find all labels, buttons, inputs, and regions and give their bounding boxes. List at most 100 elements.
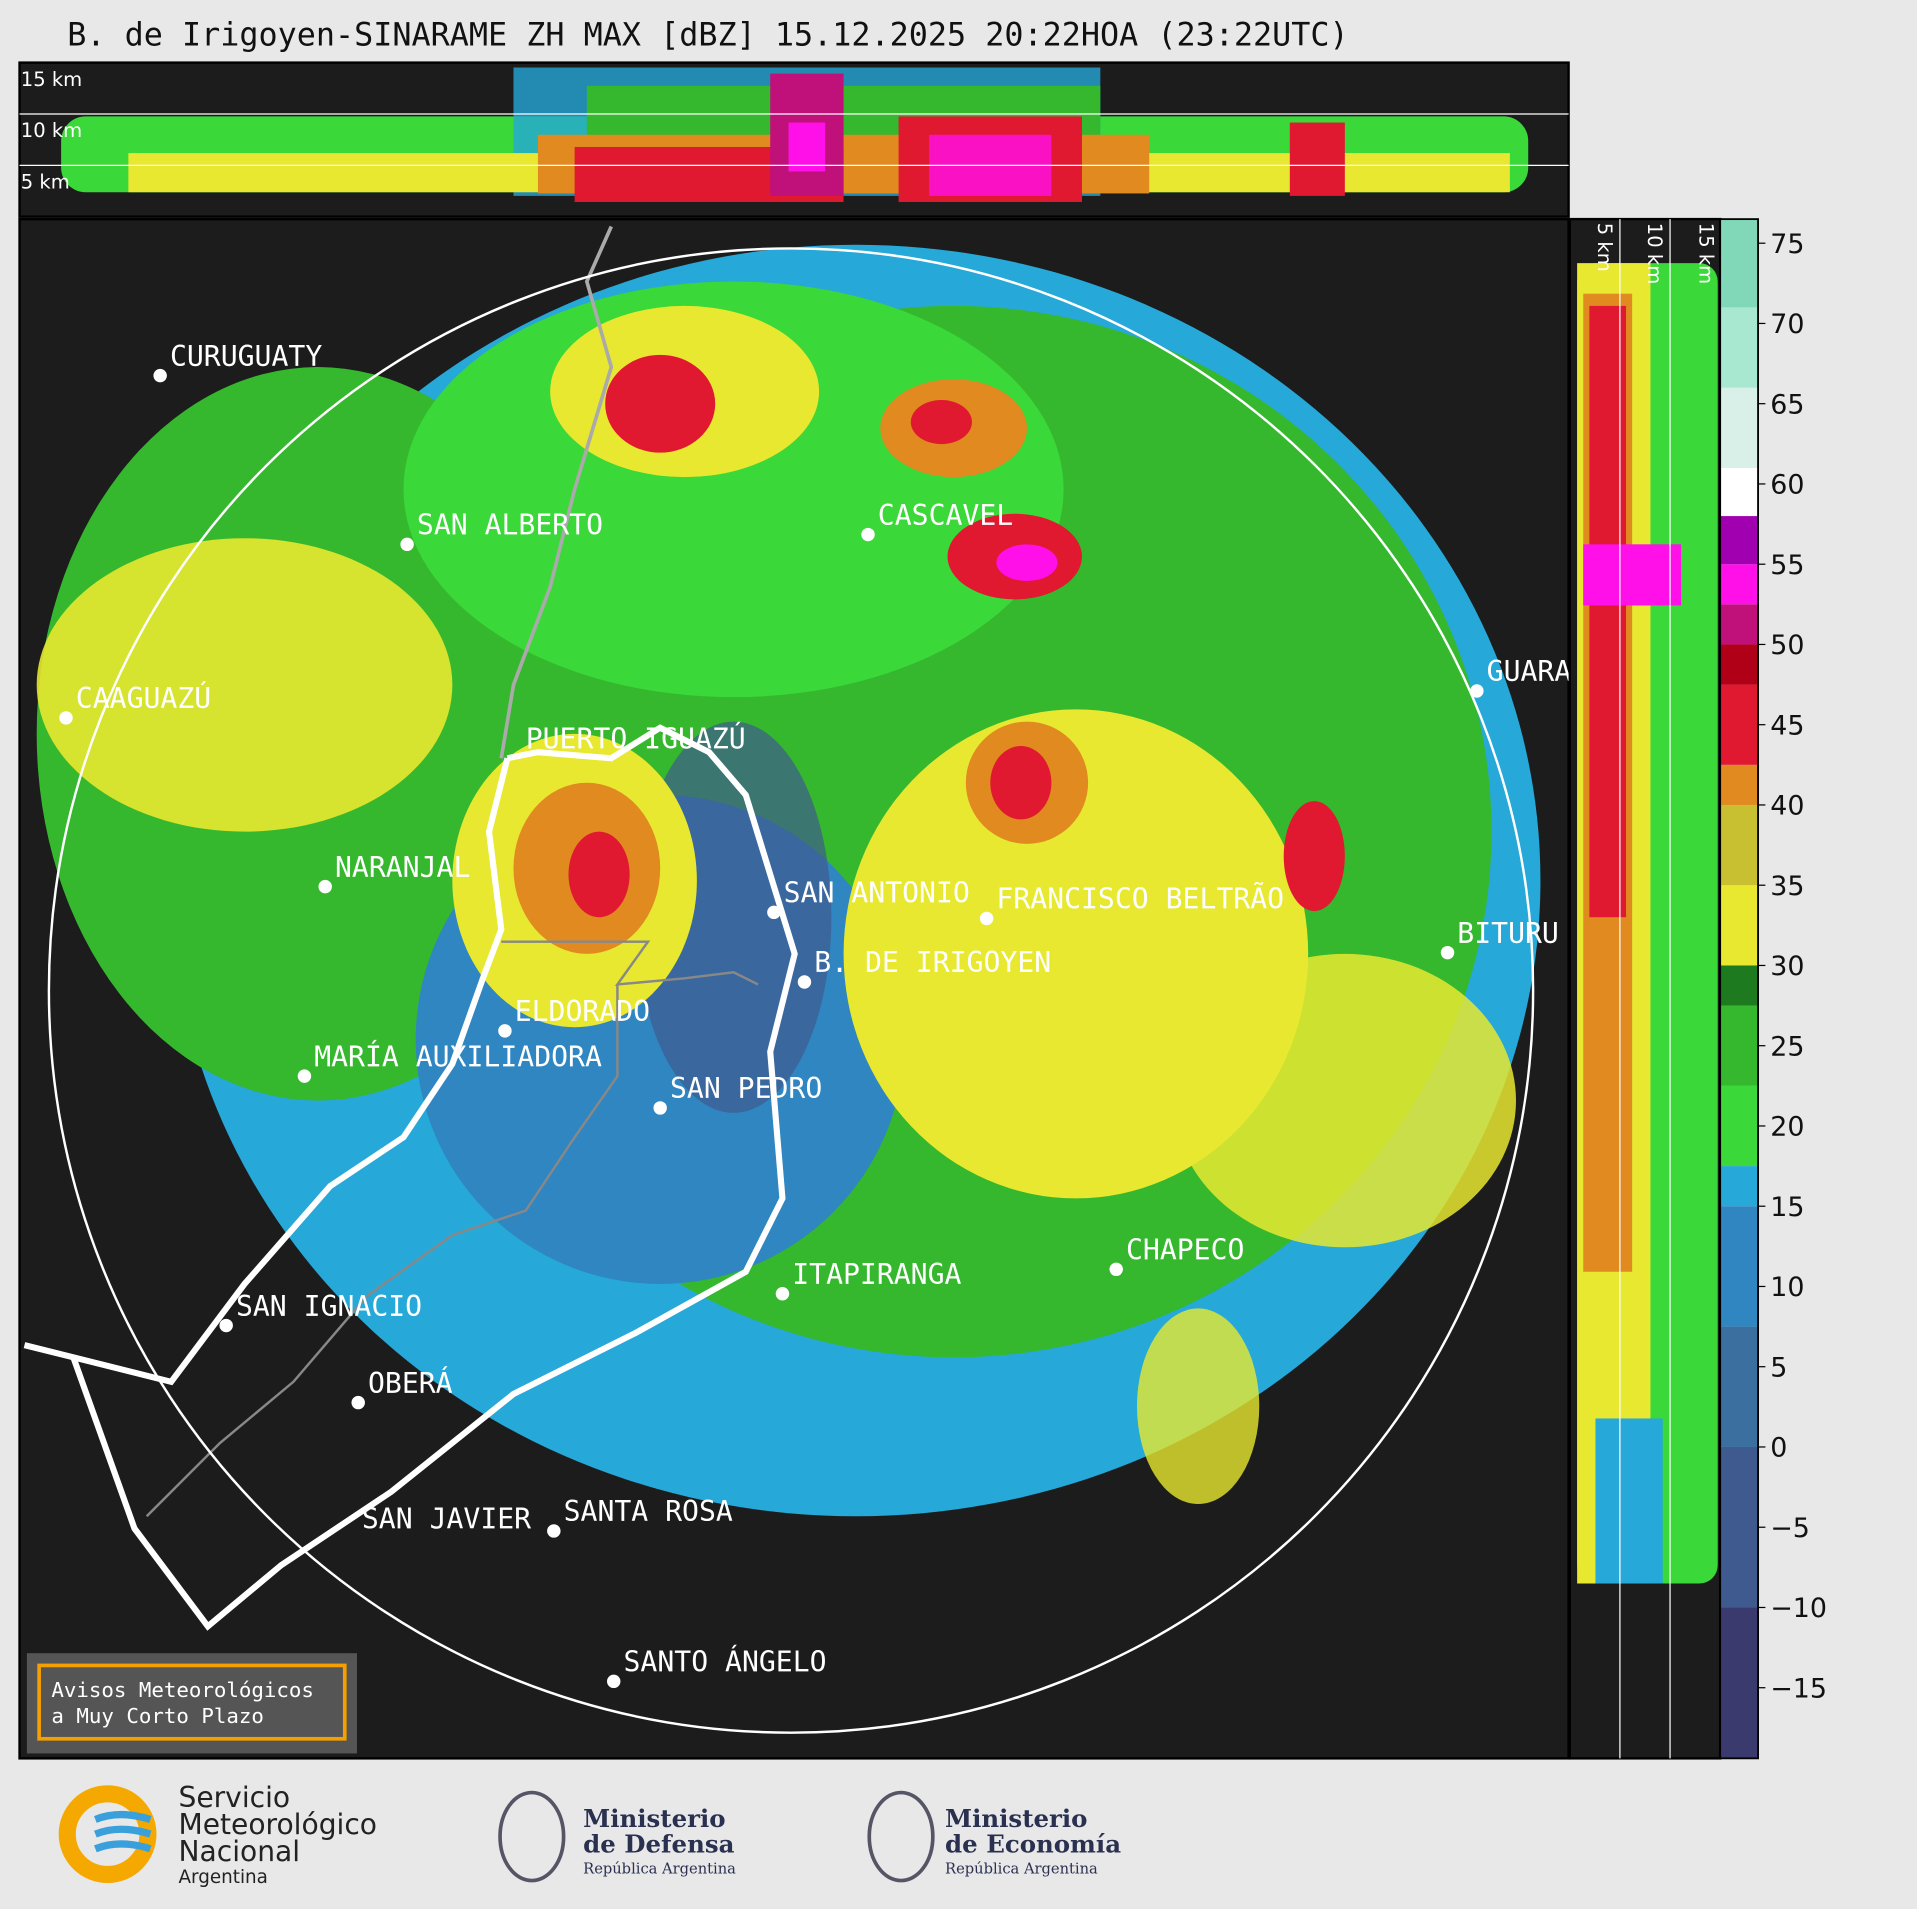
colorbar-tick-label: 15	[1770, 1192, 1804, 1223]
colorbar-band	[1720, 307, 1759, 388]
colorbar-tick-label: −10	[1770, 1593, 1827, 1624]
city-label: ELDORADO	[515, 995, 650, 1028]
coat-of-arms	[498, 1790, 566, 1883]
colorbar-tick-label: 5	[1770, 1352, 1787, 1383]
height-label: 15 km	[1694, 223, 1717, 284]
colorbar-band	[1720, 1085, 1759, 1167]
logo-text: Ministerio	[583, 1804, 725, 1833]
city-dot	[607, 1674, 621, 1689]
logo-text: de Economía	[945, 1829, 1121, 1858]
height-label: 10 km	[21, 119, 82, 142]
logo-text: Servicio	[178, 1781, 290, 1814]
city-label: SAN ANTONIO	[784, 877, 970, 910]
logo-text: Meteorológico	[178, 1808, 377, 1841]
range-ring	[47, 247, 1535, 1734]
colorbar-band	[1720, 764, 1759, 805]
city-label: BITURU	[1457, 917, 1559, 950]
colorbar-band	[1720, 684, 1759, 765]
top-echoes	[61, 67, 1529, 203]
colorbar-band	[1720, 1446, 1759, 1608]
colorbar-tick-label: 20	[1770, 1112, 1804, 1143]
city-label: CASCAVEL	[878, 499, 1013, 532]
logo-text: República Argentina	[945, 1860, 1098, 1877]
logo-text: Argentina	[178, 1867, 267, 1888]
colorbar-tick-label: 60	[1770, 470, 1804, 501]
colorbar-frame	[1719, 218, 1759, 1760]
colorbar-band	[1720, 1206, 1759, 1327]
smn-logo-wave	[94, 1810, 152, 1823]
radar-echoes	[36, 244, 1541, 1517]
colorbar-band	[1720, 604, 1759, 645]
city-label: NARANJAL	[335, 851, 470, 884]
warning-text: a Muy Corto Plazo	[51, 1704, 264, 1728]
colorbar-band	[1720, 1326, 1759, 1447]
colorbar-tick-label: 35	[1770, 871, 1804, 902]
city-label: GUARA	[1487, 655, 1572, 688]
colorbar-tick-label: −15	[1770, 1674, 1827, 1705]
colorbar-band	[1720, 804, 1759, 886]
logo-text: Ministerio	[945, 1804, 1087, 1833]
city-dot	[1440, 945, 1455, 960]
city-dot	[547, 1524, 561, 1538]
city-label: SANTA ROSA	[564, 1495, 733, 1528]
height-label: 5 km	[21, 171, 70, 194]
side-echoes	[1577, 263, 1718, 1584]
logo-text: de Defensa	[583, 1829, 734, 1858]
colorbar-band	[1720, 564, 1759, 605]
city-label: SANTO ÁNGELO	[624, 1645, 827, 1679]
city-dot	[318, 879, 332, 894]
city-label: SAN JAVIER	[362, 1502, 531, 1535]
height-label: 5 km	[1593, 223, 1616, 272]
colorbar-tick-label: 50	[1770, 630, 1804, 661]
colorbar-tick-label: 55	[1770, 550, 1804, 581]
colorbar-band	[1720, 1166, 1759, 1207]
warning-border	[37, 1663, 347, 1741]
city-dot	[59, 711, 73, 725]
colorbar-tick-label: 40	[1770, 791, 1804, 822]
city-label: CHAPECO	[1126, 1234, 1244, 1267]
height-label: 10 km	[1643, 223, 1666, 284]
city-label: ITAPIRANGA	[792, 1258, 961, 1291]
city-dot	[767, 905, 781, 920]
coat-of-arms	[867, 1790, 935, 1883]
city-label: SAN IGNACIO	[236, 1290, 422, 1323]
city-dot	[775, 1287, 790, 1301]
smn-logo-wave	[94, 1840, 152, 1853]
colorbar-band	[1720, 387, 1759, 468]
colorbar-band	[1720, 885, 1759, 966]
colorbar-tick-label: 65	[1770, 389, 1804, 420]
colorbar-band	[1720, 516, 1759, 565]
city-dot	[351, 1395, 365, 1410]
city-label: OBERÁ	[368, 1366, 453, 1400]
city-label: PUERTO IGUAZÚ	[526, 721, 746, 755]
city-dot	[297, 1069, 312, 1083]
colorbar-tick-label: 70	[1770, 309, 1804, 340]
warning-text: Avisos Meteorológicos	[51, 1678, 314, 1702]
colorbar-band	[1720, 1607, 1759, 1759]
colorbar-band	[1720, 965, 1759, 1006]
city-label: MARÍA AUXILIADORA	[314, 1039, 602, 1073]
height-label: 15 km	[21, 68, 82, 91]
logo-text: Nacional	[178, 1835, 300, 1868]
city-label: SAN PEDRO	[670, 1072, 822, 1105]
colorbar-tick-label: 30	[1770, 951, 1804, 982]
title: B. de Irigoyen-SINARAME ZH MAX [dBZ] 15.…	[67, 18, 1348, 54]
colorbar-tick-label: 45	[1770, 710, 1804, 741]
city-dot	[861, 527, 875, 542]
colorbar-band	[1720, 467, 1759, 517]
city-dot	[653, 1101, 667, 1115]
city-dot	[797, 975, 812, 989]
colorbar-tick-label: −5	[1770, 1513, 1810, 1544]
colorbar-tick-label: 0	[1770, 1433, 1787, 1464]
city-dot	[979, 911, 994, 926]
city-label: CURUGUATY	[170, 340, 322, 373]
smn-logo-wave	[94, 1825, 152, 1838]
city-dot	[1470, 684, 1484, 698]
colorbar-band	[1720, 1005, 1759, 1086]
warning-box	[26, 1653, 357, 1754]
city-dot	[153, 368, 167, 383]
city-label: B. DE IRIGOYEN	[814, 946, 1051, 979]
city-dot	[219, 1318, 233, 1333]
city-dot	[1109, 1262, 1123, 1277]
